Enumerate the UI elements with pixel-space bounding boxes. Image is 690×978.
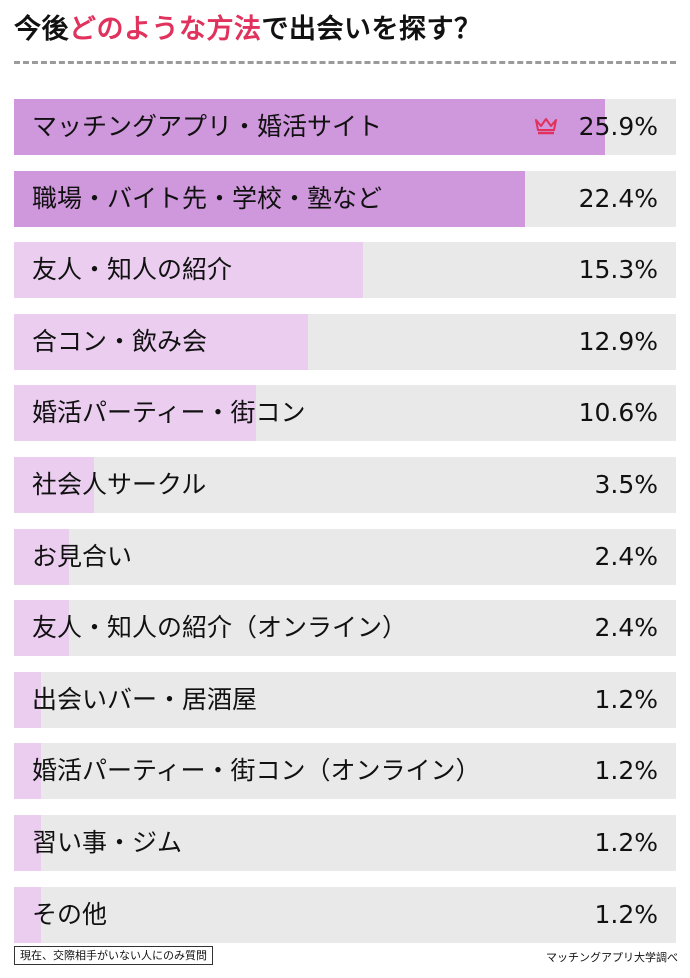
value-label: 2.4% — [594, 613, 658, 642]
bar — [14, 600, 69, 656]
value-label: 1.2% — [594, 756, 658, 785]
value-label: 1.2% — [594, 900, 658, 929]
category-label: 出会いバー・居酒屋 — [32, 685, 258, 714]
title-suffix: で出会いを探す？ — [261, 14, 482, 45]
value-label: 1.2% — [594, 828, 658, 857]
category-label: 婚活パーティー・街コン — [32, 398, 306, 427]
bar-row: 合コン・飲み会 12.9% — [14, 314, 676, 370]
bar — [14, 171, 526, 227]
category-label: 友人・知人の紹介（オンライン） — [32, 613, 408, 642]
category-label: その他 — [32, 900, 108, 929]
category-label: 社会人サークル — [32, 470, 207, 499]
survey-note: 現在、交際相手がいない人にのみ質問 — [14, 946, 213, 965]
category-label: 婚活パーティー・街コン（オンライン） — [32, 756, 481, 785]
source-credit: マッチングアプリ大学調べ — [546, 951, 678, 964]
title-prefix: 今後 — [14, 14, 69, 45]
bar-row: 友人・知人の紹介（オンライン） 2.4% — [14, 600, 676, 656]
category-label: マッチングアプリ・婚活サイト — [32, 112, 383, 141]
category-label: 友人・知人の紹介 — [32, 255, 233, 284]
category-label: 合コン・飲み会 — [32, 327, 208, 356]
bar-row: 婚活パーティー・街コン（オンライン） 1.2% — [14, 743, 676, 799]
bar-row: 社会人サークル 3.5% — [14, 457, 676, 513]
bar-row: 婚活パーティー・街コン 10.6% — [14, 385, 676, 441]
value-label: 15.3% — [578, 255, 658, 284]
bar-row: 職場・バイト先・学校・塾など 22.4% — [14, 171, 676, 227]
crown-icon — [535, 118, 557, 135]
bar-row: 習い事・ジム 1.2% — [14, 815, 676, 871]
title-divider — [14, 61, 676, 64]
bar — [14, 529, 69, 585]
bar — [14, 887, 42, 943]
bar — [14, 743, 42, 799]
value-label: 25.9% — [578, 112, 658, 141]
bar — [14, 457, 94, 513]
category-label: 習い事・ジム — [32, 828, 183, 857]
bar — [14, 314, 309, 370]
category-label: 職場・バイト先・学校・塾など — [32, 184, 383, 213]
bar — [14, 815, 42, 871]
value-label: 10.6% — [578, 398, 658, 427]
value-label: 1.2% — [594, 685, 658, 714]
bar-row: その他 1.2% — [14, 887, 676, 943]
bar — [14, 385, 256, 441]
chart-title: 今後どのような方法で出会いを探す？ — [14, 8, 482, 52]
bar — [14, 672, 42, 728]
value-label: 22.4% — [578, 184, 658, 213]
value-label: 12.9% — [578, 327, 658, 356]
bar — [14, 99, 606, 155]
category-label: お見合い — [32, 542, 133, 571]
value-label: 3.5% — [594, 470, 658, 499]
bar-row: 友人・知人の紹介 15.3% — [14, 242, 676, 298]
bar-row: お見合い 2.4% — [14, 529, 676, 585]
bar-row: 出会いバー・居酒屋 1.2% — [14, 672, 676, 728]
value-label: 2.4% — [594, 542, 658, 571]
bar — [14, 242, 364, 298]
bar-row: マッチングアプリ・婚活サイト 25.9% — [14, 99, 676, 155]
title-highlight: どのような方法 — [69, 14, 262, 45]
